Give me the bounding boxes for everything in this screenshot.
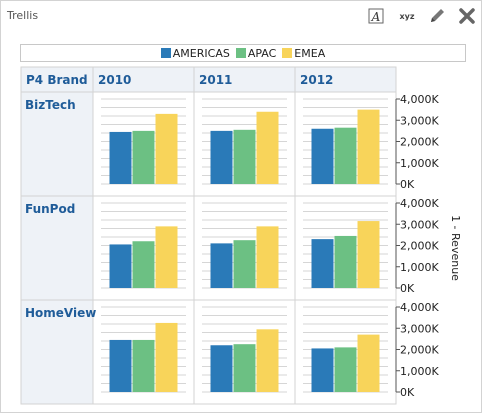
bar-homeview-2011-emea xyxy=(256,329,279,392)
corner-label: P4 Brand xyxy=(26,73,88,87)
bar-biztech-2011-americas xyxy=(210,130,233,184)
bar-homeview-2011-apac xyxy=(233,344,256,392)
pencil-icon[interactable] xyxy=(427,6,447,26)
y-tick-label: 1,000K xyxy=(400,261,439,274)
bar-funpod-2011-americas xyxy=(210,243,233,288)
y-tick-label: 3,000K xyxy=(400,218,439,231)
bar-homeview-2011-americas xyxy=(210,345,233,392)
bar-homeview-2012-apac xyxy=(334,347,357,392)
xyz-icon[interactable]: xyz xyxy=(397,6,417,26)
y-tick-label: 0K xyxy=(400,282,415,295)
bar-biztech-2012-emea xyxy=(357,109,380,184)
y-tick-label: 4,000K xyxy=(400,93,439,106)
bar-funpod-2010-apac xyxy=(132,241,155,288)
bar-biztech-2012-americas xyxy=(311,128,334,184)
legend-swatch-apac xyxy=(235,48,246,58)
bar-biztech-2010-emea xyxy=(155,113,178,184)
y-tick-label: 0K xyxy=(400,386,415,399)
bar-biztech-2012-apac xyxy=(334,127,357,184)
legend-item-apac: APAC xyxy=(235,46,277,60)
bar-funpod-2012-apac xyxy=(334,235,357,288)
row-header-biztech: BizTech xyxy=(25,98,76,112)
y-tick-label: 4,000K xyxy=(400,197,439,210)
y-tick-label: 0K xyxy=(400,178,415,191)
legend-label-emea: EMEA xyxy=(294,46,326,60)
bar-biztech-2010-apac xyxy=(132,130,155,184)
bar-funpod-2011-emea xyxy=(256,226,279,288)
row-header-bg xyxy=(21,92,93,404)
legend: AMERICAS APAC EMEA xyxy=(20,44,466,62)
legend-swatch-emea xyxy=(282,48,293,58)
xyz-label: xyz xyxy=(399,12,414,21)
bar-homeview-2010-apac xyxy=(132,339,155,392)
bar-homeview-2010-americas xyxy=(109,339,132,392)
y-axis-title: 1 - Revenue xyxy=(449,215,462,281)
row-header-funpod: FunPod xyxy=(25,202,75,216)
y-tick-label: 1,000K xyxy=(400,365,439,378)
legend-label-apac: APAC xyxy=(247,46,277,60)
column-header-bg xyxy=(21,67,396,92)
bar-funpod-2011-apac xyxy=(233,240,256,288)
bar-funpod-2012-emea xyxy=(357,221,380,288)
bar-homeview-2012-emea xyxy=(357,334,380,392)
legend-item-americas: AMERICAS xyxy=(160,46,230,60)
y-tick-label: 3,000K xyxy=(400,114,439,127)
y-tick-label: 1,000K xyxy=(400,157,439,170)
y-tick-label: 2,000K xyxy=(400,344,439,357)
y-tick-label: 4,000K xyxy=(400,301,439,314)
bar-funpod-2012-americas xyxy=(311,239,334,288)
column-header-2011: 2011 xyxy=(199,73,232,87)
text-format-icon[interactable]: A xyxy=(366,6,386,26)
bar-homeview-2012-americas xyxy=(311,348,334,392)
y-tick-label: 2,000K xyxy=(400,136,439,149)
close-icon[interactable] xyxy=(457,6,477,26)
bar-homeview-2010-emea xyxy=(155,322,178,392)
column-header-2010: 2010 xyxy=(98,73,131,87)
legend-label-americas: AMERICAS xyxy=(172,46,230,60)
bar-biztech-2010-americas xyxy=(109,131,132,184)
column-header-2012: 2012 xyxy=(300,73,333,87)
bar-funpod-2010-emea xyxy=(155,226,178,288)
bar-biztech-2011-emea xyxy=(256,111,279,184)
y-tick-label: 3,000K xyxy=(400,322,439,335)
bar-funpod-2010-americas xyxy=(109,244,132,288)
legend-item-emea: EMEA xyxy=(282,47,325,60)
legend-swatch-americas xyxy=(160,48,171,58)
panel-title: Trellis xyxy=(7,9,39,22)
text-format-label: A xyxy=(371,10,381,24)
y-tick-label: 2,000K xyxy=(400,240,439,253)
row-header-homeview: HomeView xyxy=(25,306,96,320)
bar-biztech-2011-apac xyxy=(233,129,256,184)
